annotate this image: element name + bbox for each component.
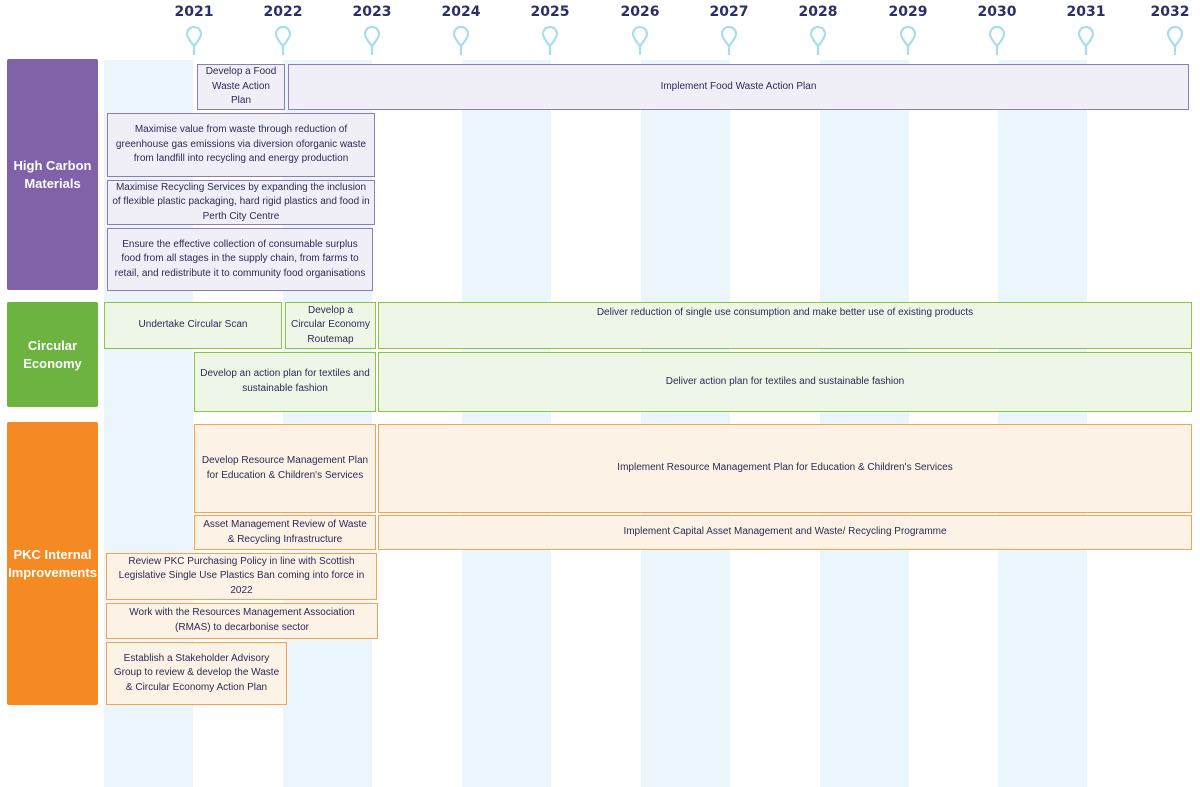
map-pin-icon [453, 26, 469, 55]
map-pin-icon [632, 26, 648, 55]
task-stakeholder-advisory-group: Establish a Stakeholder Advisory Group t… [106, 642, 287, 705]
year-label-2024: 2024 [441, 4, 481, 20]
year-column-stripe [820, 60, 909, 787]
year-label-2028: 2028 [798, 4, 838, 20]
category-high-carbon-materials: High Carbon Materials [7, 59, 98, 290]
map-pin-icon [1078, 26, 1094, 55]
task-circular-economy-routemap: Develop a Circular Economy Routemap [285, 302, 376, 349]
year-label-2026: 2026 [620, 4, 660, 20]
year-label-2029: 2029 [888, 4, 928, 20]
year-label-2032: 2032 [1150, 4, 1190, 20]
year-column-stripe [998, 60, 1087, 787]
map-pin-icon [1167, 26, 1183, 55]
task-implement-resource-management: Implement Resource Management Plan for E… [378, 424, 1192, 513]
year-label-2027: 2027 [709, 4, 749, 20]
map-pin-icon [542, 26, 558, 55]
task-maximise-recycling-services: Maximise Recycling Services by expanding… [107, 180, 375, 225]
year-label-2023: 2023 [352, 4, 392, 20]
year-label-2025: 2025 [530, 4, 570, 20]
map-pin-icon [364, 26, 380, 55]
task-deliver-single-use-reduction: Deliver reduction of single use consumpt… [378, 302, 1192, 349]
task-resource-management-plan: Develop Resource Management Plan for Edu… [194, 424, 376, 513]
year-label-2022: 2022 [263, 4, 303, 20]
task-asset-management-review: Asset Management Review of Waste & Recyc… [194, 515, 376, 550]
map-pin-icon [989, 26, 1005, 55]
task-capital-asset-programme: Implement Capital Asset Management and W… [378, 515, 1192, 550]
task-maximise-value-from-waste: Maximise value from waste through reduct… [107, 113, 375, 177]
year-column-stripe [641, 60, 730, 787]
task-rmas-decarbonise: Work with the Resources Management Assoc… [106, 603, 378, 639]
category-pkc-internal-improvements: PKC Internal Improvements [7, 422, 98, 705]
year-label-2030: 2030 [977, 4, 1017, 20]
task-surplus-food-collection: Ensure the effective collection of consu… [107, 228, 373, 291]
year-label-2021: 2021 [174, 4, 214, 20]
task-undertake-circular-scan: Undertake Circular Scan [104, 302, 282, 349]
category-circular-economy: Circular Economy [7, 302, 98, 407]
map-pin-icon [900, 26, 916, 55]
map-pin-icon [810, 26, 826, 55]
task-review-purchasing-policy: Review PKC Purchasing Policy in line wit… [106, 553, 377, 600]
year-column-stripe [462, 60, 551, 787]
task-textiles-action-plan: Develop an action plan for textiles and … [194, 352, 376, 412]
map-pin-icon [275, 26, 291, 55]
year-label-2031: 2031 [1066, 4, 1106, 20]
task-develop-food-waste-plan: Develop a Food Waste Action Plan [197, 64, 285, 110]
map-pin-icon [186, 26, 202, 55]
task-implement-food-waste-plan: Implement Food Waste Action Plan [288, 64, 1189, 110]
task-deliver-textiles-plan: Deliver action plan for textiles and sus… [378, 352, 1192, 412]
map-pin-icon [721, 26, 737, 55]
